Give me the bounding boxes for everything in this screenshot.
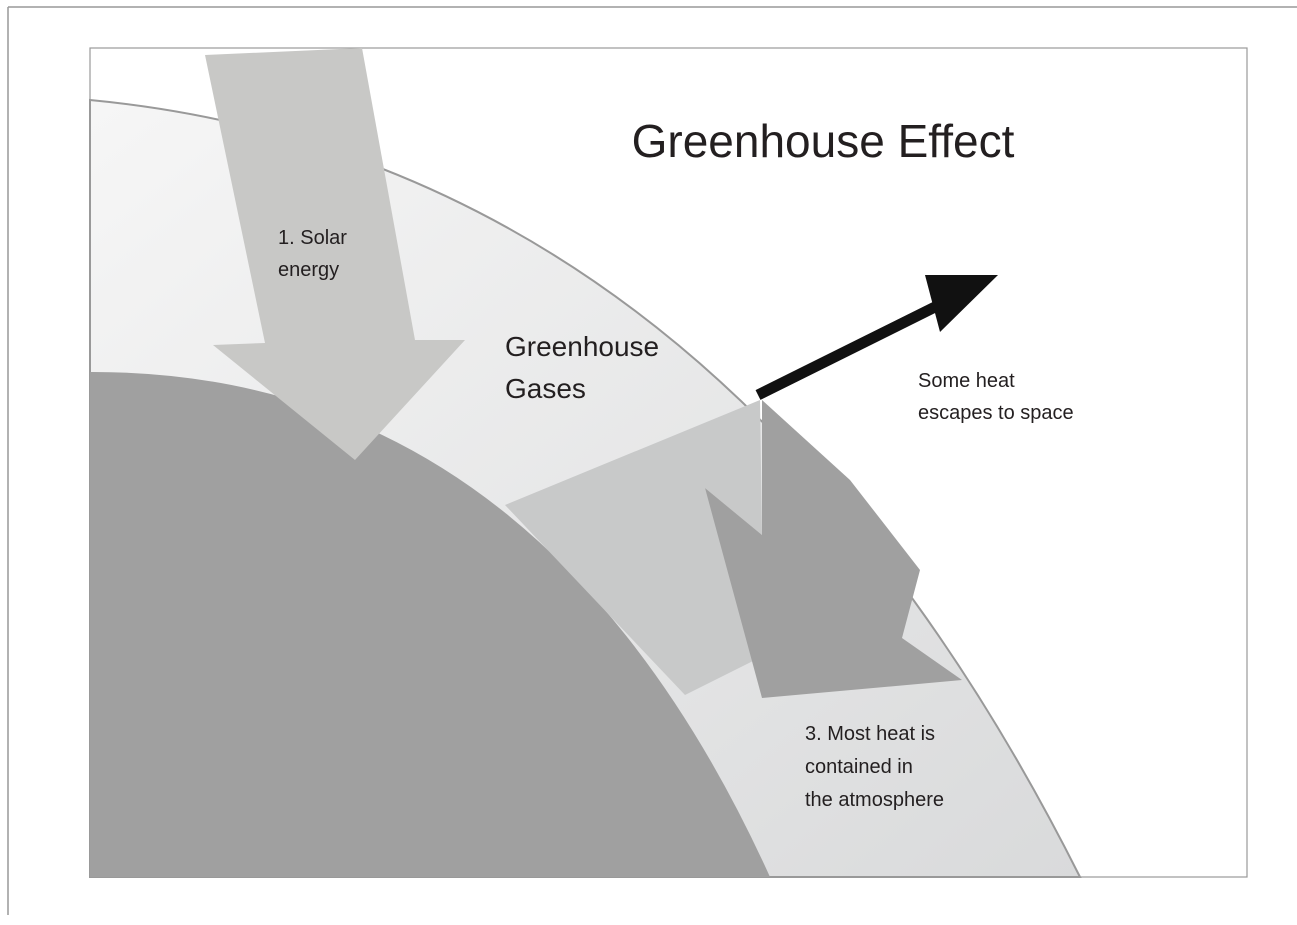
label: 1. Solar xyxy=(278,227,347,249)
label: Greenhouse xyxy=(505,331,659,362)
trapped-heat-arrow xyxy=(705,400,962,698)
solar-arrow xyxy=(205,48,465,460)
label: escapes to space xyxy=(918,402,1074,424)
label: contained in xyxy=(805,756,913,778)
label: Gases xyxy=(505,373,586,404)
escape-arrow-head xyxy=(925,275,998,332)
label: the atmosphere xyxy=(805,789,944,811)
title: Greenhouse Effect xyxy=(632,115,1015,167)
label: Some heat xyxy=(918,370,1015,392)
earth xyxy=(90,371,770,877)
label: energy xyxy=(278,259,339,281)
escape-arrow-shaft xyxy=(755,297,948,400)
label: 3. Most heat is xyxy=(805,723,935,745)
reflected-heat xyxy=(505,400,762,695)
